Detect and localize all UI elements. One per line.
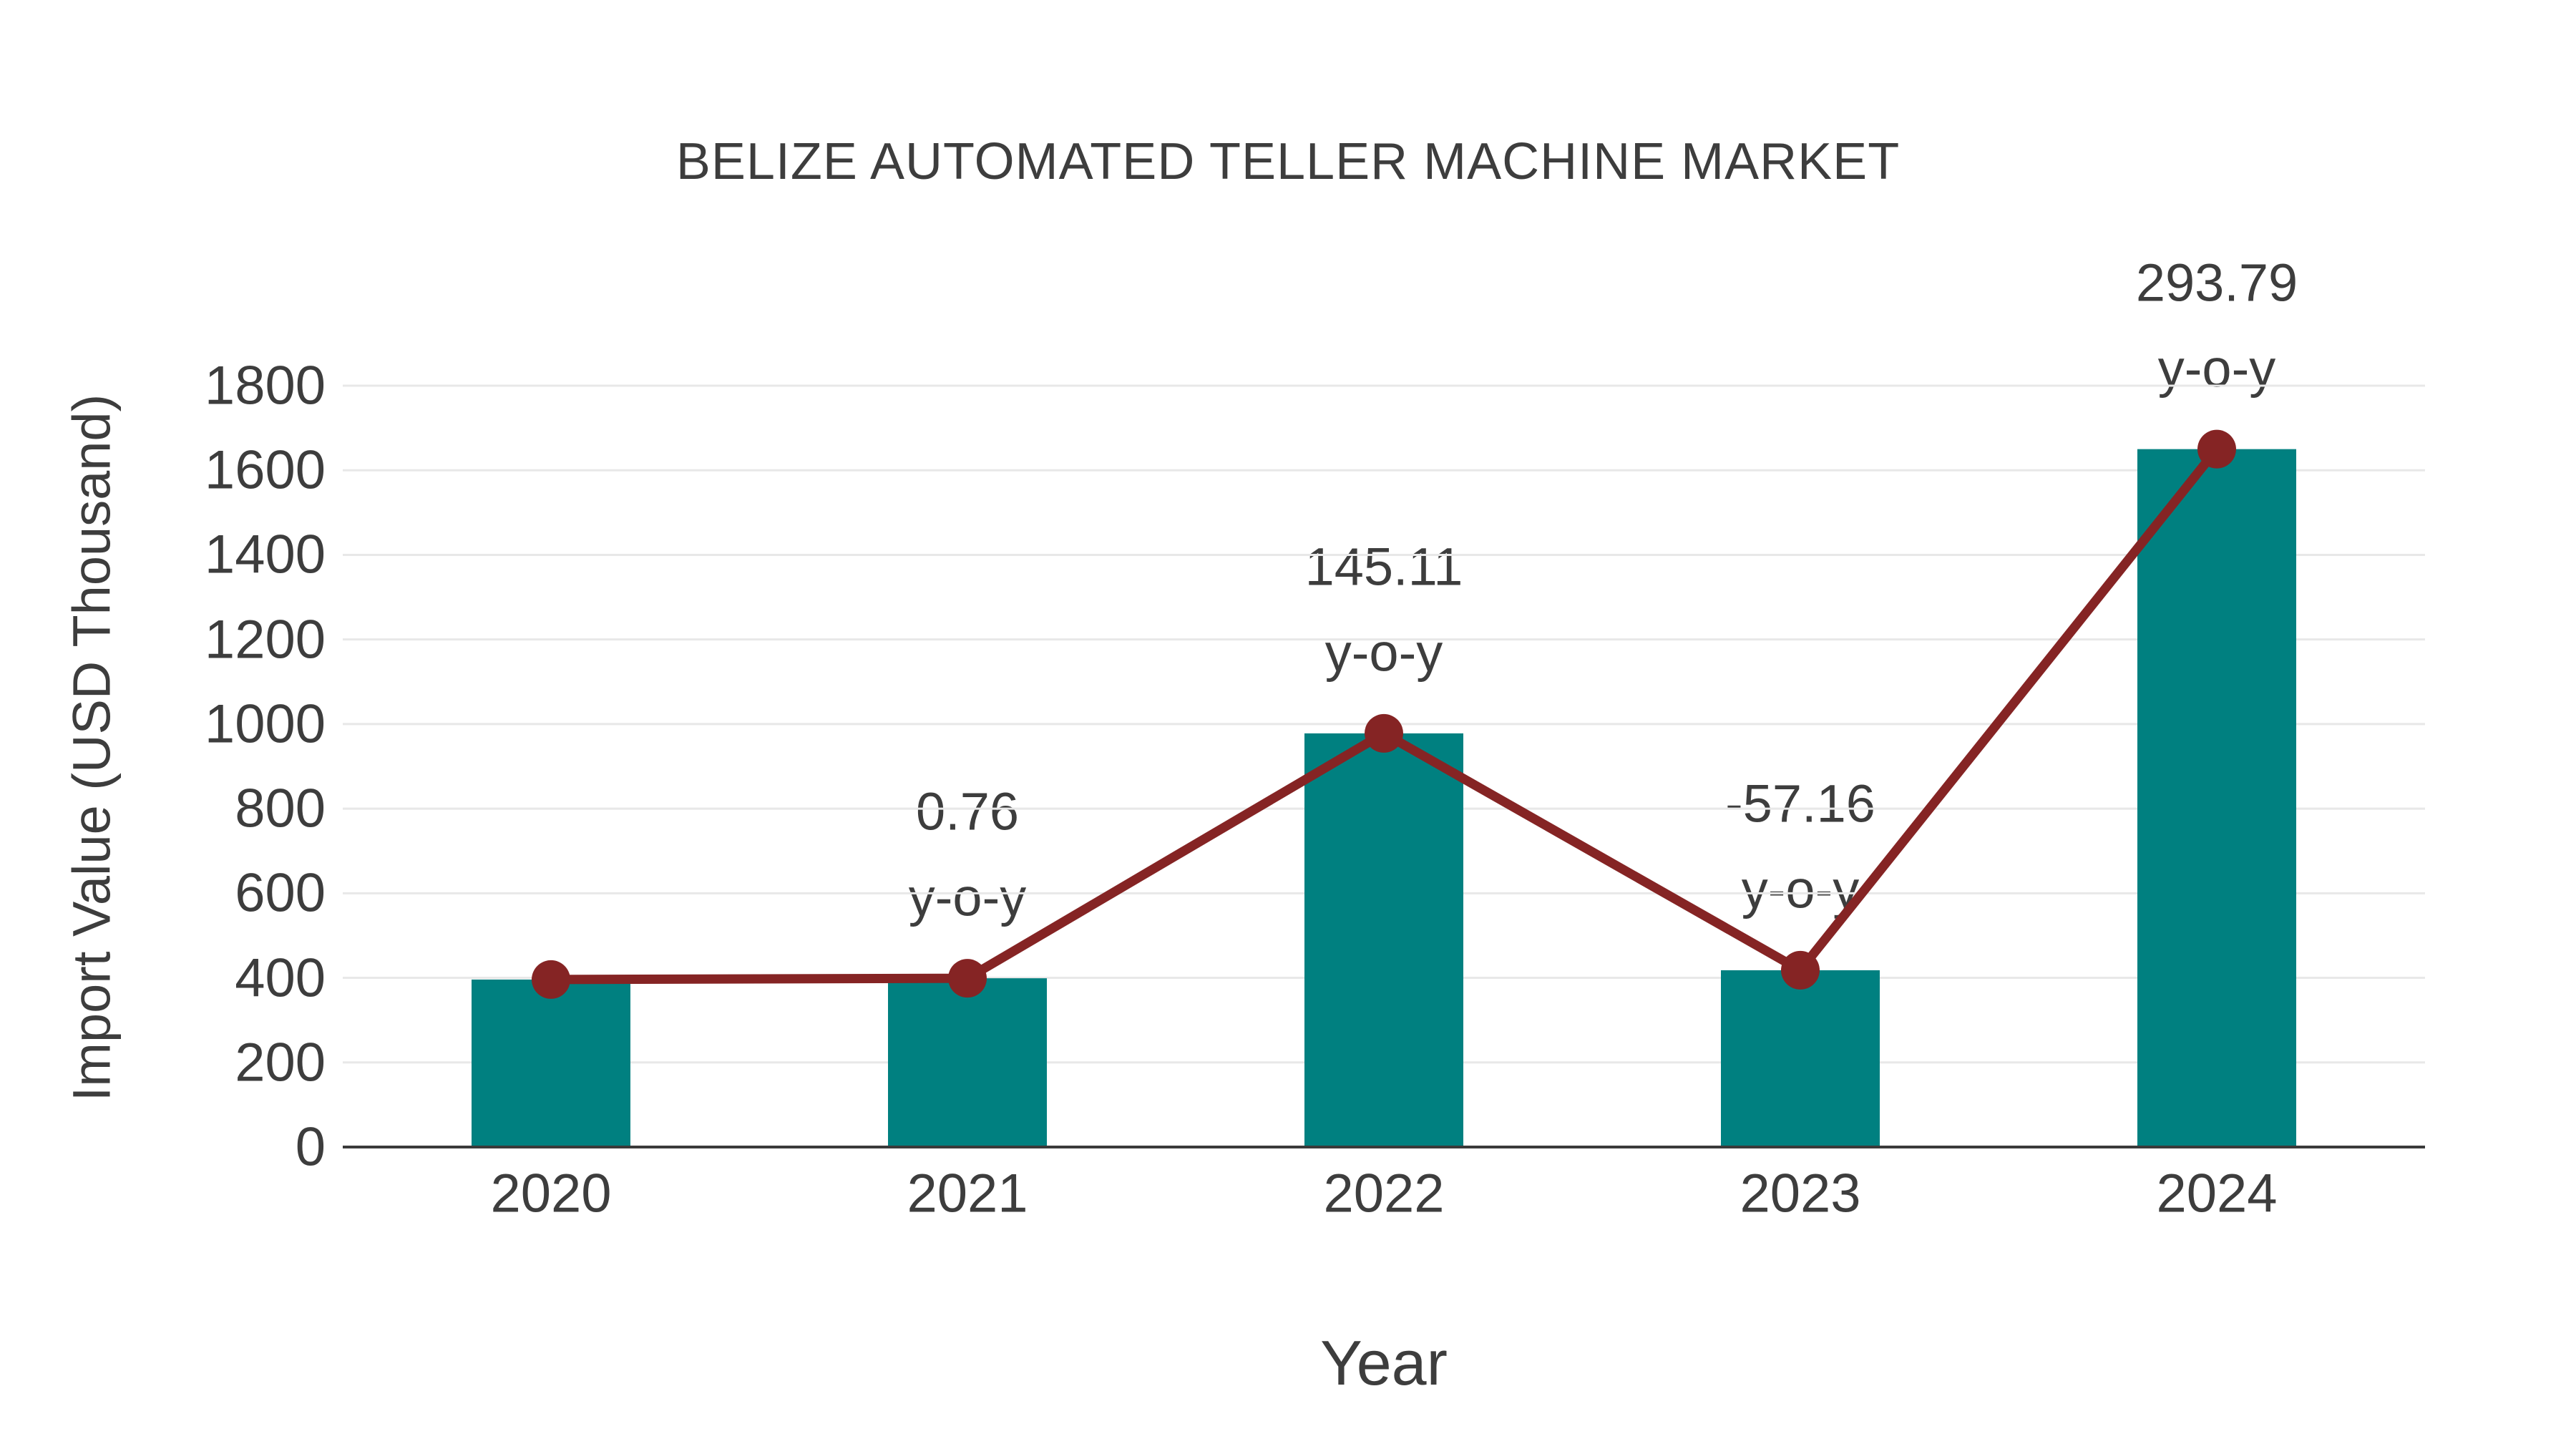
x-tick-label: 2023 <box>1740 1163 1861 1224</box>
y-tick-label: 200 <box>235 1032 326 1093</box>
annotation-label: y-o-y <box>1324 623 1443 683</box>
x-tick-label: 2020 <box>490 1163 612 1224</box>
annotation-value: -57.16 <box>1725 774 1875 834</box>
annotation-label: y-o-y <box>1741 859 1860 919</box>
data-point-marker <box>532 960 570 999</box>
x-tick-label: 2021 <box>907 1163 1028 1224</box>
bar <box>1721 970 1880 1147</box>
bar <box>2137 449 2296 1147</box>
y-tick-label: 400 <box>235 947 326 1009</box>
chart-title: BELIZE AUTOMATED TELLER MACHINE MARKET <box>675 133 1901 190</box>
x-tick-label: 2022 <box>1323 1163 1445 1224</box>
annotation-value: 145.11 <box>1304 537 1463 597</box>
y-tick-label: 1600 <box>204 439 326 501</box>
y-tick-label: 1400 <box>204 524 326 585</box>
data-point-marker <box>948 959 987 998</box>
bar <box>1304 733 1463 1147</box>
y-tick-label: 1800 <box>204 355 326 416</box>
y-tick-label: 600 <box>235 862 326 924</box>
annotation-label: y-o-y <box>908 867 1027 927</box>
data-point-marker <box>1365 713 1403 753</box>
y-tick-label: 1000 <box>204 693 326 755</box>
y-tick-label: 800 <box>235 778 326 839</box>
bar <box>888 978 1047 1147</box>
bar <box>472 979 630 1147</box>
y-tick-label: 1200 <box>204 609 326 670</box>
x-axis-title: Year <box>1320 1327 1448 1398</box>
annotation-label: y-o-y <box>2157 338 2276 399</box>
data-point-marker <box>2197 429 2236 469</box>
x-tick-label: 2024 <box>2156 1163 2278 1224</box>
y-tick-label: 0 <box>295 1116 326 1178</box>
data-point-marker <box>1781 950 1820 990</box>
annotation-value: 0.76 <box>915 781 1020 841</box>
annotation-value: 293.79 <box>2135 253 2298 313</box>
